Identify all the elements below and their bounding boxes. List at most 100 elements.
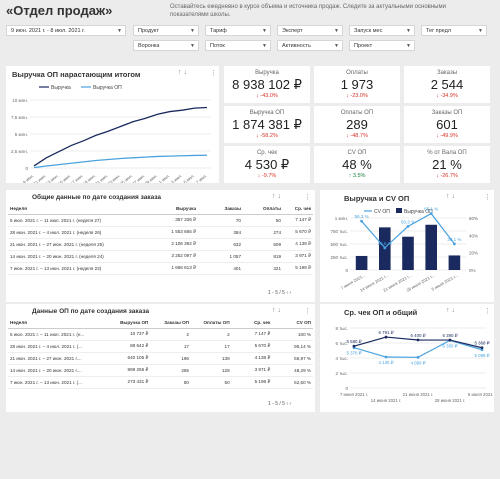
table-cell: 5 198 ₽ <box>283 262 313 275</box>
filter-dropdown[interactable]: Эксперт ▼ <box>277 25 343 36</box>
kpi-card: Заказы ОП 601 ↓ -49.9% <box>404 106 490 143</box>
table-cell: 48,29 % <box>272 364 313 377</box>
table-cell: 56,97 % <box>272 352 313 365</box>
x-tick-label: 19 июн. <box>82 173 97 183</box>
filter-dropdown[interactable]: Проект ▼ <box>349 40 415 51</box>
kpi-value: 4 530 ₽ <box>244 157 290 172</box>
chevron-down-icon: ▼ <box>262 28 267 34</box>
sort-arrows-icon[interactable]: ↑ ↓ <box>178 69 187 76</box>
series-line-1 <box>33 154 208 169</box>
next-page-icon[interactable]: › <box>289 290 292 296</box>
bar <box>448 255 461 270</box>
table-cell: 5 670 ₽ <box>283 226 313 239</box>
sort-arrows-icon[interactable]: ↑ ↓ <box>446 307 455 314</box>
series-point <box>416 338 420 342</box>
column-header[interactable]: Выручка <box>148 204 198 215</box>
y-right-tick-label: 40% <box>469 233 478 238</box>
table-cell: 3 971 ₽ <box>231 364 273 377</box>
y-tick-label: 0 <box>25 166 28 171</box>
kpi-title: Заказы ОП <box>431 110 463 116</box>
kpi-card: Оплаты ОП 289 ↓ -48.7% <box>314 106 400 143</box>
table-row: 7 июн. 2021 г. – 13 июн. 2021 г. (... 273… <box>8 376 313 389</box>
table-cell: 139 <box>190 352 232 365</box>
table-cell: 62,50 % <box>272 376 313 389</box>
more-vert-icon[interactable]: ⋮ <box>304 308 311 315</box>
more-vert-icon[interactable]: ⋮ <box>304 194 311 201</box>
column-header[interactable]: Неделя <box>8 204 148 215</box>
kpi-title: CV ОП <box>347 150 367 156</box>
y-tick-label: 0 <box>345 386 348 391</box>
column-header[interactable]: Ср. чек <box>231 318 273 329</box>
revenue-cv-combo-chart: CV ОП Выручка ОП 1 млн. 750 тыс. 500 тыс. 2… <box>330 207 478 293</box>
table-cell: 4 138 ₽ <box>231 352 273 365</box>
table-cell: 17 <box>150 340 191 353</box>
y-tick-label: 2 тыс. <box>335 371 348 376</box>
filter-dropdown[interactable]: Тариф ▼ <box>205 25 271 36</box>
table-cell: 2 <box>190 328 232 341</box>
sort-arrows-icon[interactable]: ↑ ↓ <box>272 193 281 200</box>
kpi-card: Оплаты 1 973 ↓ -23.0% <box>314 66 400 103</box>
filter-label: Тариф <box>210 28 227 34</box>
revenue-cv-chart-card: Выручка и CV ОП ↑ ↓ ⋮ CV ОП Выручка ОП 1… <box>320 190 494 302</box>
kpi-card: CV ОП 48 % ↑ 3.5% <box>314 146 400 183</box>
kpi-delta: ↓ -26.7% <box>436 173 458 179</box>
chevron-down-icon: ▼ <box>117 28 122 34</box>
table2-pager: 1 - 5 / 5 ‹ › <box>268 401 291 407</box>
x-tick-label: 17 июн. <box>70 173 85 183</box>
y-right-tick-label: 60% <box>469 216 478 221</box>
filter-dropdown[interactable]: Продукт ▼ <box>133 25 199 36</box>
cv-data-label: 30,1 % <box>447 237 461 242</box>
data-label: 5 580 ₽ <box>346 339 361 344</box>
table-cell: 1 668 613 ₽ <box>148 262 198 275</box>
table-row: 21 июн. 2021 г. – 27 июн. 2021 г.... 640 … <box>8 352 313 365</box>
table-row: 5 июл. 2021 г. – 11 июл. 2021 г. (н... 10… <box>8 328 313 341</box>
avg-check-chart-title: Ср. чек ОП и общий <box>344 308 418 317</box>
series-point <box>480 346 484 350</box>
filter-dropdown[interactable]: Тег предл ▼ <box>421 25 487 36</box>
column-header[interactable]: Заказы ОП <box>150 318 191 329</box>
y-left-tick-label: 500 тыс. <box>330 242 348 247</box>
table-cell: 10 737 ₽ <box>104 328 151 341</box>
table1-card: Общие данные по дате создания заказа ↑ ↓… <box>6 190 315 302</box>
x-tick-label: 9 июн. <box>22 173 35 183</box>
series-point <box>384 355 388 359</box>
filter-dropdown[interactable]: Поток ▼ <box>205 40 271 51</box>
more-vert-icon[interactable]: ⋮ <box>484 194 491 201</box>
revenue-line-chart: Выручка Выручка ОП 10 млн. 7,5 млн. 5 млн.… <box>11 85 211 183</box>
table-cell: 100 % <box>272 328 313 341</box>
prev-page-icon[interactable]: ‹ <box>286 290 290 296</box>
column-header[interactable]: Неделя <box>8 318 105 329</box>
kpi-card: % от Вала ОП 21 % ↓ -26.7% <box>404 146 490 183</box>
filter-label: Тег предл <box>426 28 452 34</box>
more-vert-icon[interactable]: ⋮ <box>484 308 491 315</box>
table-cell: 196 <box>150 352 191 365</box>
kpi-value: 1 973 <box>340 77 374 92</box>
date-range-picker[interactable]: 9 июн. 2021 г. - 8 июл. 2021 г. ▼ <box>6 25 126 36</box>
y-tick-label: 5 млн. <box>15 132 28 137</box>
table-cell: 70 <box>198 214 243 227</box>
data-label: 5 370 ₽ <box>346 351 361 356</box>
table-cell: 17 <box>190 340 232 353</box>
filter-dropdown[interactable]: Запуск мес ▼ <box>349 25 415 36</box>
column-header[interactable]: Выручка ОП <box>104 318 151 329</box>
x-tick-label: 11 июн. <box>33 173 47 183</box>
more-vert-icon[interactable]: ⋮ <box>210 70 217 77</box>
column-header[interactable]: Ср. чек <box>283 204 313 215</box>
column-header[interactable]: Оплаты ОП <box>190 318 232 329</box>
filter-label: Продукт <box>138 28 159 34</box>
sort-arrows-icon[interactable]: ↑ ↓ <box>446 193 455 200</box>
kpi-title: Выручка ОП <box>249 110 285 116</box>
sort-arrows-icon[interactable]: ↑ ↓ <box>272 307 281 314</box>
kpi-delta: ↓ -9.7% <box>257 173 277 179</box>
filter-dropdown[interactable]: Активность ▼ <box>277 40 343 51</box>
column-header[interactable]: Заказы <box>198 204 243 215</box>
column-header[interactable]: Оплаты <box>243 204 283 215</box>
filter-dropdown[interactable]: Воронка ▼ <box>133 40 199 51</box>
prev-page-icon[interactable]: ‹ <box>286 401 290 407</box>
next-page-icon[interactable]: › <box>289 401 292 407</box>
series-point <box>352 344 356 348</box>
table-row: 28 июн. 2021 г. – 4 июл. 2021 г. (неделя… <box>8 226 313 239</box>
data-label: 4 130 ₽ <box>378 360 393 365</box>
chevron-down-icon: ▼ <box>478 28 483 34</box>
column-header[interactable]: CV ОП <box>272 318 313 329</box>
